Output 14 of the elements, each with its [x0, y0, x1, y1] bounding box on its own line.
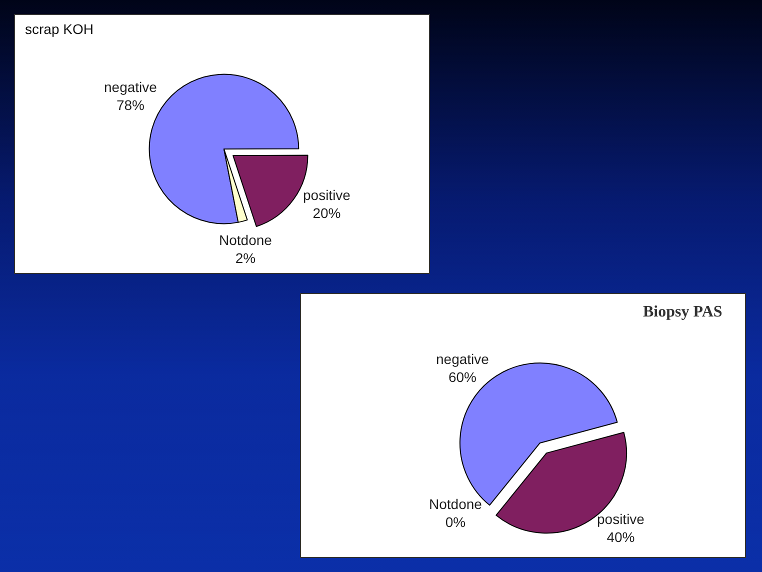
- chart-title: scrap KOH: [25, 20, 94, 37]
- text: Biopsy PAS: [643, 304, 722, 321]
- slice-label: negative: [104, 79, 158, 95]
- slice-label: positive: [597, 511, 645, 527]
- slice-label: negative: [436, 351, 490, 367]
- category-label: Notdone: [429, 496, 482, 512]
- data-label: 20%: [312, 205, 341, 222]
- slice-label: Notdone: [219, 232, 272, 248]
- data-label: 60%: [448, 369, 476, 386]
- slice-label: positive: [303, 187, 351, 203]
- data-label: 40%: [606, 529, 635, 546]
- text: 0%: [445, 514, 466, 530]
- data-label: 2%: [235, 250, 256, 266]
- data-label: 78%: [116, 97, 144, 114]
